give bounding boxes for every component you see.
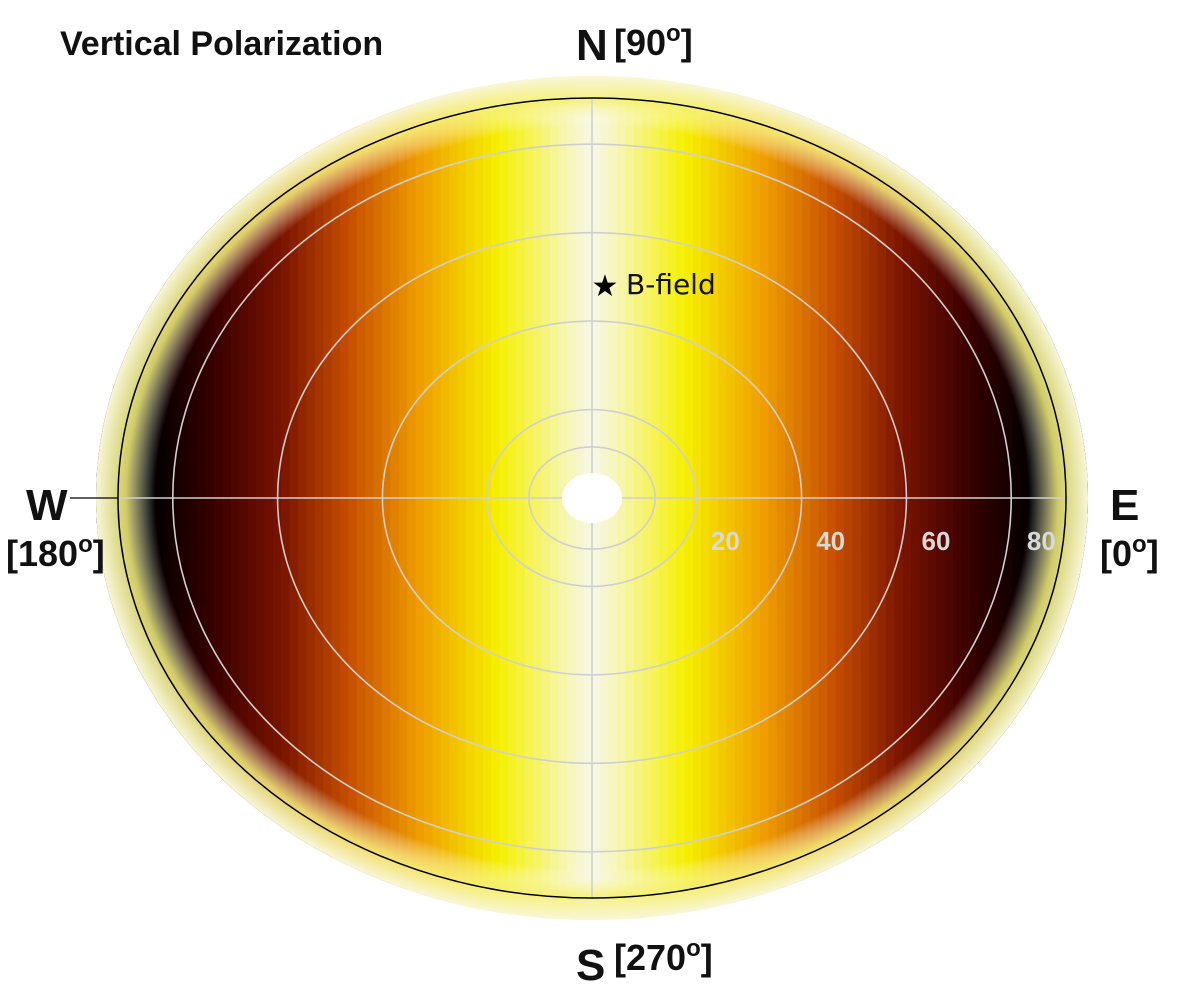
bfield-label: B-field (626, 268, 716, 301)
east-angle: [0o] (1100, 531, 1159, 574)
south-letter: S (576, 941, 605, 990)
radial-tick-label: 40 (816, 526, 845, 556)
radial-tick-label: 20 (711, 526, 740, 556)
east-letter: E (1110, 481, 1139, 530)
north-angle: [90o] (614, 20, 693, 63)
south-label: S [270o] (576, 935, 713, 990)
radial-tick-label: 80 (1027, 526, 1056, 556)
west-letter: W (26, 481, 68, 530)
heat-cell (1087, 76, 1088, 920)
east-label: E [0o] (1100, 481, 1159, 574)
radial-tick-labels: 20 40 60 80 (711, 526, 1056, 556)
bfield-marker: ★ B-field (592, 268, 716, 304)
polar-grid (118, 98, 1066, 898)
south-angle: [270o] (614, 935, 713, 978)
north-label: N [90o] (576, 20, 693, 70)
north-letter: N (576, 21, 608, 70)
radial-tick-label: 60 (922, 526, 951, 556)
chart-title: Vertical Polarization (60, 25, 383, 63)
west-angle: [180o] (6, 531, 105, 574)
west-label: W [180o] (6, 481, 105, 574)
zenith-hole (562, 473, 622, 523)
star-icon: ★ (592, 269, 619, 304)
